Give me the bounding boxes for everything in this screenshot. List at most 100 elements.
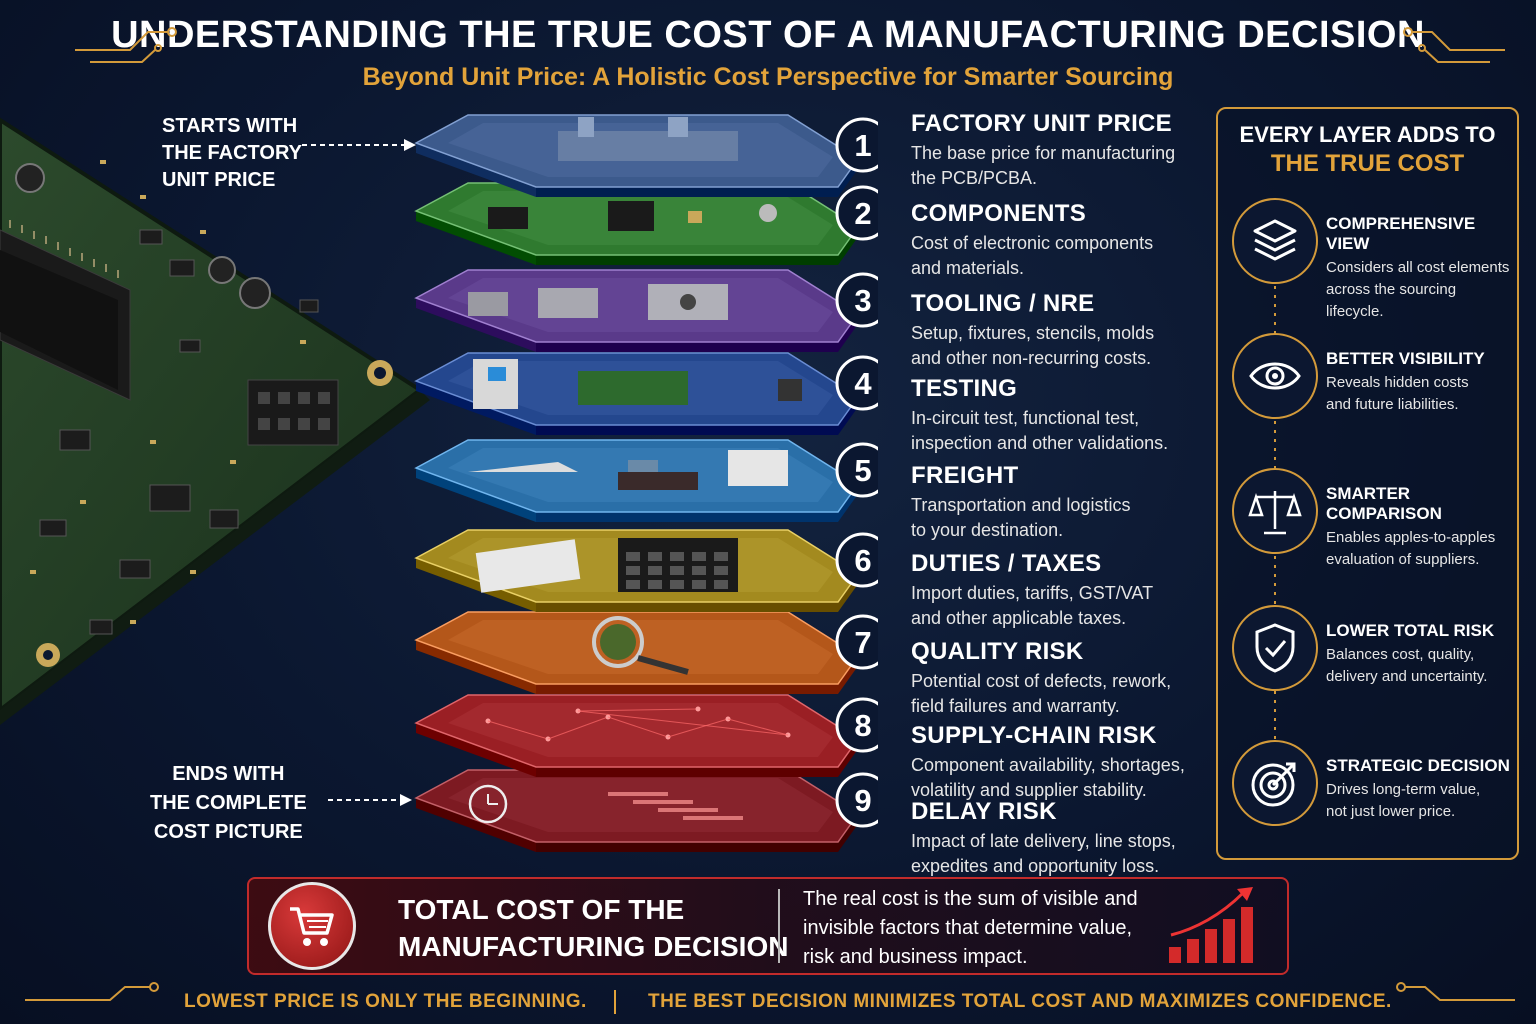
calculator-icon (475, 538, 738, 593)
total-cost-description: The real cost is the sum of visible and … (803, 888, 1138, 968)
benefit-item: SMARTER COMPARISON Enables apples-to-app… (1326, 484, 1516, 571)
magnifier-icon (592, 616, 689, 675)
dashed-arrow-icon (328, 794, 412, 806)
layer-number: 7 (854, 625, 871, 660)
cart-icon (268, 882, 356, 970)
layer-description: In-circuit test, functional test, inspect… (911, 408, 1169, 453)
benefit-description: Enables apples-to-apples evaluation of su… (1326, 529, 1496, 568)
cost-layer-5: 5 (414, 439, 878, 522)
benefit-title: BETTER VISIBILITY (1326, 349, 1485, 368)
layer-title: COMPONENTS (911, 200, 1087, 227)
benefit-title: COMPREHENSIVE VIEW (1326, 214, 1476, 253)
freight-icon (468, 450, 788, 490)
chip-icon (488, 201, 777, 231)
start-label: STARTS WITH THE FACTORY UNIT PRICE (162, 115, 303, 191)
layer-title: DUTIES / TAXES (911, 550, 1102, 577)
cost-layer-6: 6 (414, 529, 878, 612)
page-subtitle: Beyond Unit Price: A Holistic Cost Persp… (362, 63, 1174, 91)
clock-icon (468, 784, 743, 824)
benefit-title: SMARTER COMPARISON (1326, 484, 1442, 523)
layer-number-badge (835, 614, 878, 670)
layer-text-1: FACTORY UNIT PRICE The base price for ma… (911, 110, 1211, 191)
footer-left-tagline: LOWEST PRICE IS ONLY THE BEGINNING. (184, 991, 587, 1012)
layer-text-5: FREIGHT Transportation and logistics to y… (911, 462, 1211, 543)
layer-number-badge (835, 117, 878, 173)
benefit-description: Drives long-term value, not just lower pr… (1326, 781, 1481, 820)
panel-heading-highlight: THE TRUE COST (1270, 150, 1465, 177)
page-title: UNDERSTANDING THE TRUE COST OF A MANUFAC… (111, 14, 1425, 56)
benefit-item: COMPREHENSIVE VIEW Considers all cost el… (1326, 214, 1516, 323)
shield-check-icon (1232, 605, 1318, 691)
layer-description: Import duties, tariffs, GST/VAT and other… (911, 583, 1154, 628)
layer-text-3: TOOLING / NRE Setup, fixtures, stencils,… (911, 290, 1211, 371)
cost-layer-7: 7 (414, 611, 878, 694)
layer-text-4: TESTING In-circuit test, functional test… (911, 375, 1211, 456)
layer-number: 3 (854, 283, 871, 318)
footer-separator (614, 990, 616, 1014)
panel-heading: EVERY LAYER ADDS TO (1239, 122, 1496, 147)
cost-layer-8: 8 (414, 694, 878, 777)
layer-title: TESTING (911, 375, 1018, 402)
layer-number: 1 (854, 128, 871, 163)
cost-layer-9: 9 (414, 769, 878, 852)
layer-text-7: QUALITY RISK Potential cost of defects, … (911, 638, 1211, 719)
fixture-icon (468, 284, 728, 320)
layer-text-6: DUTIES / TAXES Import duties, tariffs, G… (911, 550, 1211, 631)
cost-layer-stack: 9 8 7 6 5 4 3 2 1 (414, 114, 878, 852)
end-label: ENDS WITH THE COMPLETE COST PICTURE (150, 763, 307, 843)
target-icon (1232, 740, 1318, 826)
layer-title: QUALITY RISK (911, 638, 1084, 665)
scales-icon (1232, 468, 1318, 554)
layer-number: 5 (854, 453, 871, 488)
layer-title: SUPPLY-CHAIN RISK (911, 722, 1157, 749)
benefit-title: LOWER TOTAL RISK (1326, 621, 1495, 640)
layer-number: 9 (854, 783, 871, 818)
cost-layer-4: 4 (414, 352, 878, 435)
layer-text-8: SUPPLY-CHAIN RISK Component availability… (911, 722, 1211, 803)
layers-icon (1232, 198, 1318, 284)
layer-text-9: DELAY RISK Impact of late delivery, line… (911, 798, 1211, 879)
test-equipment-icon (473, 359, 802, 409)
benefit-item: BETTER VISIBILITY Reveals hidden costs an… (1326, 349, 1516, 416)
layer-number-badge (835, 772, 878, 828)
layer-number: 8 (854, 708, 871, 743)
layer-number-badge (835, 442, 878, 498)
network-icon (485, 706, 791, 742)
layer-number: 4 (854, 366, 872, 401)
footer-right-tagline: THE BEST DECISION MINIMIZES TOTAL COST A… (648, 991, 1392, 1012)
benefit-title: STRATEGIC DECISION (1326, 756, 1510, 775)
layer-number-badge (835, 532, 878, 588)
layer-title: DELAY RISK (911, 798, 1057, 825)
layer-description: Potential cost of defects, rework, field … (911, 671, 1172, 716)
layer-number-badge (835, 697, 878, 753)
circuit-trace-icon (1396, 982, 1515, 1001)
benefit-item: STRATEGIC DECISION Drives long-term valu… (1326, 756, 1516, 823)
total-cost-box (247, 877, 1289, 975)
cost-layer-2: 2 (414, 182, 878, 265)
dashed-arrow-icon (302, 139, 416, 151)
circuit-trace-icon (25, 982, 159, 1001)
benefit-description: Balances cost, quality, delivery and unce… (1326, 646, 1488, 685)
cost-layer-1: 1 (414, 114, 878, 197)
total-cost-title: TOTAL COST OF THE MANUFACTURING DECISION (398, 894, 789, 962)
layer-title: FREIGHT (911, 462, 1019, 489)
layer-title: TOOLING / NRE (911, 290, 1095, 317)
layer-number-badge (835, 272, 878, 328)
pcb-board-illustration (0, 117, 430, 725)
benefit-item: LOWER TOTAL RISK Balances cost, quality,… (1326, 621, 1516, 688)
layer-description: Transportation and logistics to your dest… (911, 495, 1131, 540)
factory-icon (558, 117, 738, 161)
layer-number-badge (835, 185, 878, 241)
layer-number: 6 (854, 543, 871, 578)
cost-layer-3: 3 (414, 269, 878, 352)
layer-description: Setup, fixtures, stencils, molds and othe… (911, 323, 1155, 368)
layer-title: FACTORY UNIT PRICE (911, 110, 1172, 137)
circuit-trace-icon (1403, 27, 1505, 63)
layer-description: Component availability, shortages, volati… (911, 755, 1185, 800)
benefit-description: Considers all cost elements across the so… (1326, 259, 1510, 320)
layer-number-badge (835, 355, 878, 411)
rising-bars-icon (1169, 887, 1253, 963)
layer-description: The base price for manufacturing the PCB/… (911, 143, 1176, 188)
eye-icon (1232, 333, 1318, 419)
circuit-trace-icon (75, 27, 177, 63)
